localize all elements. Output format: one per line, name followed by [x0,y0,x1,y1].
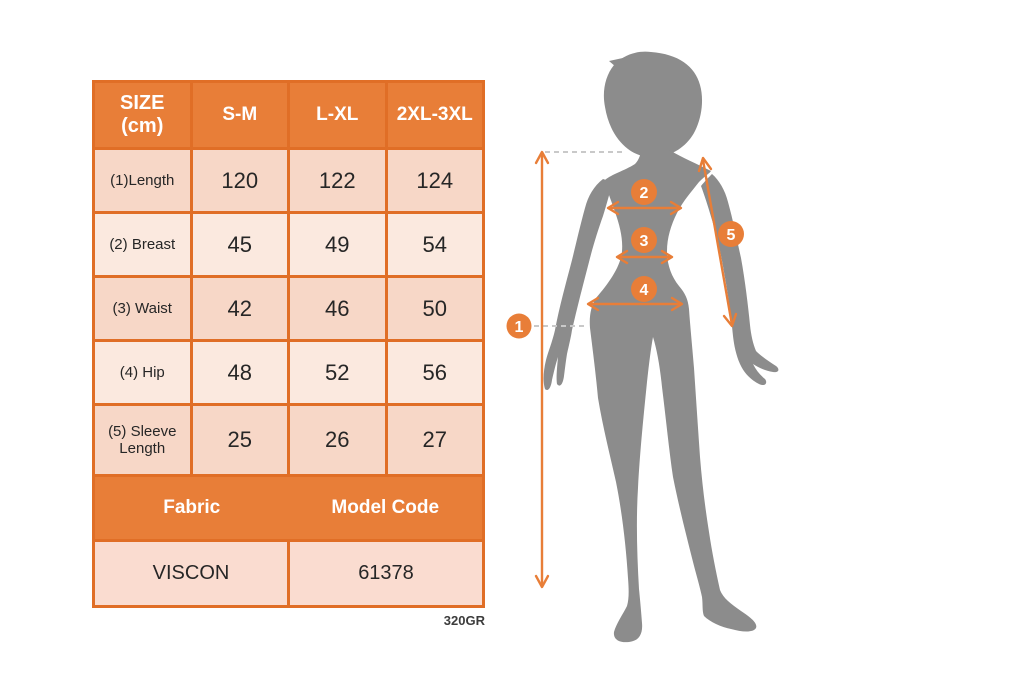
hair-flick [609,56,632,72]
sleeve-lxl: 26 [290,406,385,474]
right-arm-shape [701,174,779,386]
size-table: SIZE (cm) S-M L-XL 2XL-3XL (1)Length 120… [92,80,485,608]
length-lxl: 122 [290,150,385,211]
waist-sm: 42 [192,278,287,339]
badge-label-1: 1 [515,319,524,336]
column-header-2xl3xl: 2XL-3XL [387,83,482,147]
waist-arrow [615,249,674,265]
model-code-value: 61378 [290,542,482,605]
row-label-breast: (2) Breast [95,214,190,275]
corner-header-line2: (cm) [121,115,164,137]
breast-sm: 45 [192,214,287,275]
left-arm-shape [543,179,612,390]
figure-svg: 1 2 3 4 5 [506,51,779,643]
measure-badge-waist: 3 [631,227,657,253]
measure-badges: 1 2 3 4 5 [506,179,744,339]
waist-2xl3xl: 50 [387,278,482,339]
hip-arrow [586,296,684,312]
torso-legs-shape [589,146,757,643]
row-label-length: (1)Length [95,150,190,211]
measure-badge-length: 1 [506,313,532,339]
head-shape [603,51,703,158]
row-label-sleeve-length: (5) Sleeve Length [95,406,190,474]
model-code-header: Model Code [331,497,440,518]
fabric-value: VISCON [95,542,287,605]
table-footer-header-band: Fabric Model Code [95,477,482,539]
badge-label-5: 5 [727,227,736,244]
breast-2xl3xl: 54 [387,214,482,275]
badge-label-4: 4 [640,282,649,299]
measure-badge-sleeve: 5 [718,221,744,247]
measurement-figure: 1 2 3 4 5 [495,15,805,665]
measure-badge-breast: 2 [631,179,657,205]
length-arrow [534,150,550,589]
sleeve-sm: 25 [192,406,287,474]
column-header-lxl: L-XL [290,83,385,147]
row-label-hip: (4) Hip [95,342,190,403]
fabric-header: Fabric [163,497,221,518]
hip-2xl3xl: 56 [387,342,482,403]
badge-label-2: 2 [640,185,649,202]
waist-lxl: 46 [290,278,385,339]
breast-lxl: 49 [290,214,385,275]
hip-sm: 48 [192,342,287,403]
body-silhouette [543,51,779,643]
badge-label-3: 3 [640,233,649,250]
row-label-waist: (3) Waist [95,278,190,339]
corner-header-line1: SIZE [120,92,165,114]
length-sm: 120 [192,150,287,211]
column-header-sm: S-M [192,83,287,147]
weight-note: 320GR [443,613,485,628]
measure-badge-hip: 4 [631,276,657,302]
sleeve-arrow [697,156,738,328]
table-corner-header: SIZE (cm) [95,83,190,147]
breast-arrow [606,200,683,216]
sleeve-2xl3xl: 27 [387,406,482,474]
hip-lxl: 52 [290,342,385,403]
length-2xl3xl: 124 [387,150,482,211]
